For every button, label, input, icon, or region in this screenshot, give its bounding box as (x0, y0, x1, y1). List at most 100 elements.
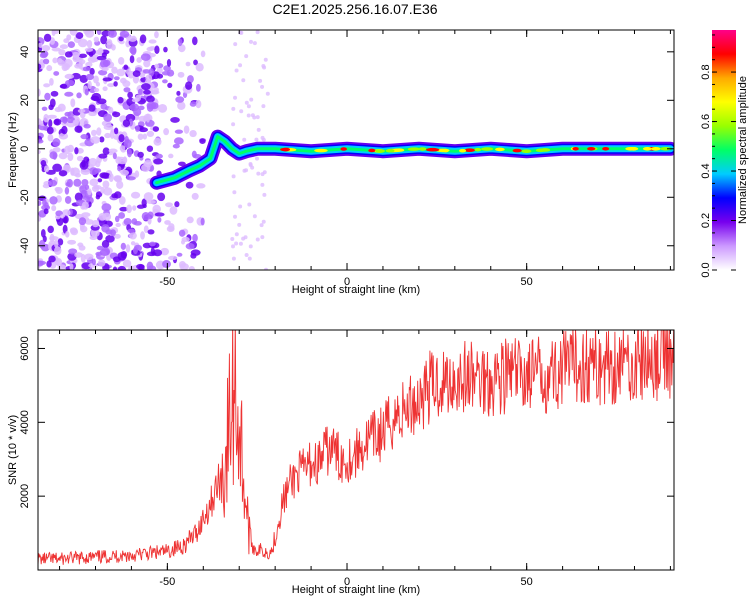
noise-blob (64, 79, 75, 87)
noise-blob (114, 176, 123, 183)
noise-blob (120, 169, 130, 176)
noise-blob (246, 104, 251, 109)
noise-blob (154, 31, 159, 39)
snr-ytick-label: 2000 (19, 484, 31, 508)
noise-blob (132, 75, 140, 84)
noise-blob (185, 81, 193, 90)
noise-blob (200, 50, 206, 58)
noise-blob (53, 71, 60, 76)
noise-blob (162, 79, 168, 84)
noise-blob (127, 91, 133, 99)
noise-blob (187, 75, 194, 84)
noise-blob (99, 136, 105, 143)
snr-xtick-label: 0 (344, 576, 350, 588)
noise-blob (87, 80, 92, 90)
noise-blob (153, 158, 164, 165)
noise-blob (178, 229, 186, 237)
colorbar-tick-label: 0.8 (700, 64, 712, 79)
noise-blob (238, 63, 243, 68)
noise-blob (150, 90, 160, 95)
noise-blob (262, 192, 267, 197)
signal-hotspot (385, 148, 395, 153)
signal-hotspot (630, 146, 638, 151)
noise-blob (63, 216, 68, 224)
noise-blob (77, 38, 88, 48)
noise-blob (120, 242, 127, 250)
noise-blob (138, 105, 145, 111)
noise-blob (89, 178, 99, 187)
noise-blob (146, 46, 154, 52)
noise-blob (186, 216, 194, 224)
noise-blob (49, 77, 54, 86)
noise-blob (84, 253, 94, 261)
noise-blob (147, 229, 155, 235)
noise-blob (178, 161, 186, 167)
noise-blob (88, 104, 96, 112)
noise-blob (145, 113, 151, 123)
noise-blob (237, 222, 242, 227)
noise-blob (49, 98, 56, 108)
noise-blob (176, 90, 181, 96)
noise-blob (142, 133, 148, 140)
noise-blob (43, 208, 49, 215)
noise-blob (52, 147, 61, 153)
noise-blob (175, 96, 185, 103)
noise-blob (102, 77, 113, 82)
signal-hotspot (535, 148, 546, 153)
noise-blob (247, 202, 252, 207)
noise-blob (119, 30, 130, 38)
noise-blob (132, 205, 137, 211)
noise-blob (132, 70, 141, 77)
noise-blob (58, 49, 66, 56)
noise-blob (114, 215, 120, 223)
noise-blob (155, 153, 163, 159)
noise-blob (146, 251, 157, 257)
noise-blob (83, 156, 90, 163)
noise-blob (188, 266, 195, 270)
noise-blob (173, 137, 184, 145)
noise-blob (94, 168, 102, 173)
noise-blob (129, 46, 137, 54)
noise-blob (146, 130, 155, 138)
noise-blob (67, 152, 74, 162)
noise-blob (113, 135, 120, 140)
noise-blob (112, 152, 117, 160)
noise-blob (91, 185, 100, 192)
snr-panel: -50 0 50 2000 4000 6000 Height of straight li… (7, 329, 675, 596)
snr-ytick-label: 4000 (19, 410, 31, 434)
noise-blob (108, 148, 118, 154)
noise-blob (63, 38, 70, 44)
noise-blob (52, 152, 57, 160)
noise-blob (241, 78, 246, 83)
noise-blob (62, 116, 68, 124)
noise-blob (193, 59, 198, 66)
noise-blob (96, 30, 102, 36)
noise-blob (261, 104, 266, 109)
noise-blob (129, 231, 137, 240)
noise-blob (79, 74, 88, 83)
noise-blob (129, 103, 140, 111)
noise-blob (47, 133, 54, 142)
noise-blob (115, 222, 121, 228)
noise-blob (69, 30, 78, 36)
noise-blob (118, 212, 126, 219)
noise-blob (67, 239, 77, 245)
noise-blob (100, 35, 108, 45)
signal-hotspot (314, 148, 328, 153)
snr-axes: -50 0 50 2000 4000 6000 (19, 330, 674, 588)
signal-hotspot (602, 146, 610, 151)
noise-blob (190, 253, 197, 259)
noise-blob (239, 109, 244, 114)
noise-blob (41, 106, 48, 111)
noise-blob (60, 83, 68, 89)
noise-blob (231, 122, 236, 127)
noise-blob (255, 237, 260, 242)
noise-blob (112, 266, 118, 270)
noise-blob (176, 252, 183, 257)
noise-blob (261, 219, 266, 224)
noise-blob (90, 129, 97, 136)
noise-blob (232, 214, 237, 219)
spectrogram-xtick-label: -50 (159, 276, 175, 288)
noise-blob (143, 225, 149, 233)
noise-blob (252, 214, 257, 219)
